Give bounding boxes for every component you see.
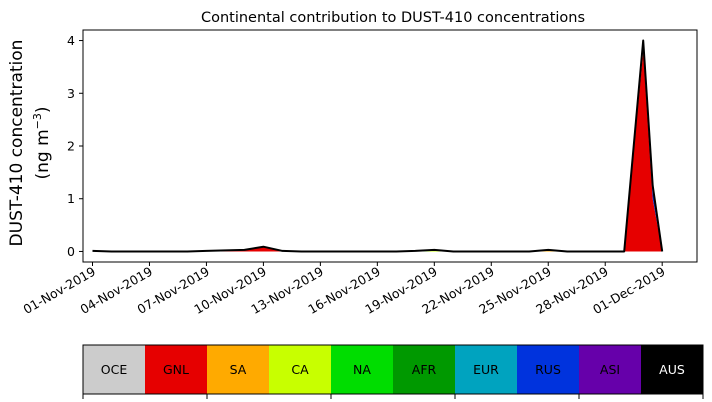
colorbar-swatch-sa: [207, 345, 270, 394]
area-series-na: [92, 50, 663, 252]
colorbar-label-na: NA: [353, 362, 371, 377]
y-tick-label: 1: [67, 191, 75, 206]
colorbar-swatch-gnl: [145, 345, 208, 394]
plot-area: 0123401-Nov-201904-Nov-201907-Nov-201910…: [21, 29, 698, 317]
colorbar-swatch-rus: [517, 345, 580, 394]
axes-frame: [82, 29, 698, 263]
area-series-sa: [92, 50, 663, 252]
colorbar-frame: [82, 344, 704, 395]
colorbar-swatch-na: [331, 345, 394, 394]
y-axis-label-line1: DUST-410 concentration: [7, 40, 27, 247]
chart-title: Continental contribution to DUST-410 con…: [201, 10, 585, 26]
colorbar-label-aus: AUS: [659, 362, 685, 377]
area-series-gnl: [92, 51, 663, 252]
y-axis-label: DUST-410 concentration: [7, 40, 27, 247]
colorbar-label-rus: RUS: [535, 362, 561, 377]
y-axis-label-units: (ng m−3): [31, 106, 53, 179]
area-series-eur: [92, 48, 663, 252]
peak-edge: [652, 185, 663, 252]
y-axis-label-unit-base: (ng m: [33, 129, 53, 179]
colorbar: OCE GNL SA CA NA AFR EUR RUS ASI AUS: [82, 344, 704, 399]
colorbar-label-gnl: GNL: [163, 362, 189, 377]
colorbar-swatch-aus: [641, 345, 704, 394]
colorbar-label-oce: OCE: [101, 362, 128, 377]
area-series-afr: [92, 50, 663, 252]
colorbar-label-asi: ASI: [600, 362, 620, 377]
colorbar-swatch-afr: [393, 345, 456, 394]
area-series-asi: [92, 40, 663, 252]
y-axis-label-close: ): [33, 106, 53, 113]
y-tick-label: 3: [67, 86, 75, 101]
colorbar-label-eur: EUR: [473, 362, 499, 377]
y-tick-label: 2: [67, 139, 75, 154]
area-series-ca: [92, 50, 663, 252]
colorbar-label-sa: SA: [230, 362, 247, 377]
area-series-rus: [92, 40, 663, 252]
total-outline: [92, 39, 664, 253]
y-tick-label: 0: [67, 244, 75, 259]
area-series-aus: [92, 40, 663, 252]
colorbar-label-afr: AFR: [412, 362, 437, 377]
y-axis-label-unit-exp: −3: [31, 113, 44, 129]
colorbar-swatch-eur: [455, 345, 518, 394]
colorbar-swatch-asi: [579, 345, 642, 394]
y-tick-label: 4: [67, 33, 75, 48]
colorbar-label-ca: CA: [291, 362, 309, 377]
colorbar-swatch-oce: [83, 345, 146, 394]
colorbar-swatch-ca: [269, 345, 332, 394]
